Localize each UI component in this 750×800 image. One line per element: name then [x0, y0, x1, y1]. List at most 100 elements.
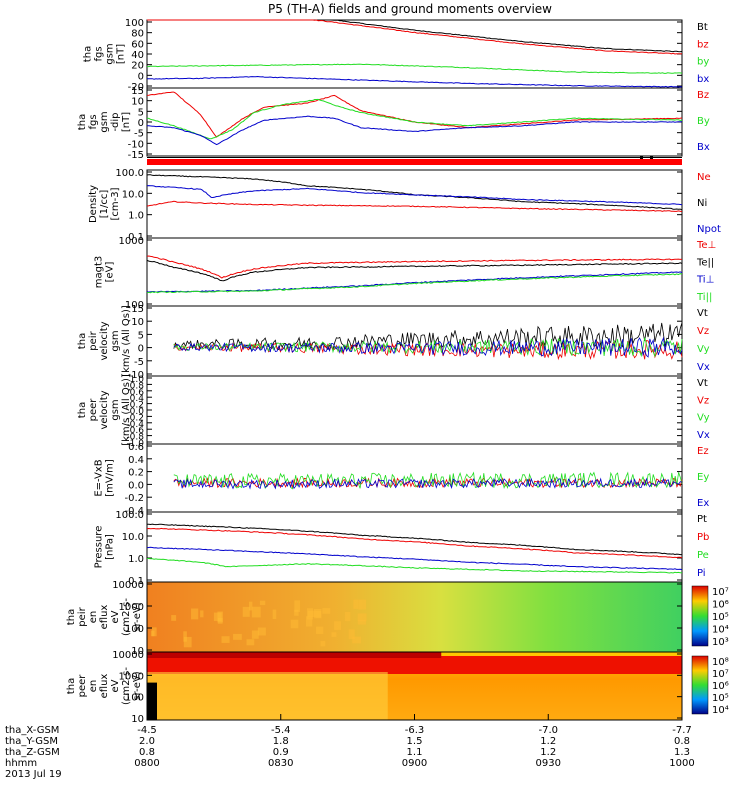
spectrogram-speckle: [257, 627, 266, 636]
spectrogram-speckle: [294, 600, 301, 612]
panel-frame: [146, 237, 683, 307]
y-axis-label-line: gsm: [105, 43, 116, 64]
ephemeris-label: tha_X-GSM: [5, 725, 59, 736]
spectrogram-speckle: [353, 599, 359, 609]
spectrogram-speckle: [233, 633, 242, 640]
y-tick-label: -1.0: [126, 439, 144, 449]
spectrogram-speckle: [290, 619, 299, 629]
series-line-Ti||: [146, 273, 683, 294]
legend-label-By: By: [697, 116, 710, 127]
ephemeris-label: 2013 Jul 19: [5, 769, 62, 780]
panel-7: E=-VxB[mV/m]: [94, 443, 683, 513]
spectrogram-speckle: [334, 621, 341, 630]
y-tick-label: -5: [134, 129, 144, 140]
series-line-bx: [147, 75, 683, 88]
spectrogram-speckle: [259, 600, 266, 606]
x-tick-label: 0930: [536, 758, 561, 769]
spectrogram-band-high: [147, 656, 682, 674]
z-gsm-value: 0.8: [139, 747, 155, 758]
y-tick-label: 100.0: [115, 510, 144, 521]
y-tick-label: 100: [125, 18, 144, 29]
y-axis-label-line: tha: [77, 333, 88, 349]
y-axis-label-line: Pressure: [94, 526, 105, 569]
y-tick-label: 1.0: [128, 554, 144, 565]
status-bar: [147, 159, 682, 165]
y-axis-label: magt3[eV]: [94, 256, 116, 289]
panel-4: magt3[eV]: [94, 237, 683, 307]
y-axis-label-line: velocity: [99, 390, 110, 429]
y-axis-label-line: [cm-3]: [110, 187, 121, 220]
series-line-Bx: [146, 115, 683, 146]
y-axis-label: thapeerenefluxeV(cm2-s-sr-eV): [66, 667, 143, 705]
series-line-Ex: [173, 477, 683, 490]
y-tick-label: 0.8: [130, 381, 145, 391]
y-tick-label: -10: [128, 370, 144, 381]
z-gsm-value: 1.2: [540, 747, 556, 758]
spectrogram-speckle: [320, 641, 326, 647]
legend-label-Bx: Bx: [697, 142, 710, 153]
series-line-By: [146, 98, 682, 140]
y-axis-label-line: peer: [77, 674, 88, 698]
y-tick-label: 0.2: [128, 468, 144, 479]
legend-label-Vx: Vx: [697, 430, 710, 441]
y-axis-label-line: [mV/m]: [105, 459, 116, 497]
colorbar-label: 10³: [712, 637, 729, 648]
y-axis-label-line: gsm: [110, 399, 121, 420]
panel-10: thapeerenefluxeV(cm2-s-sr-eV): [66, 651, 709, 721]
y-tick-label: 10: [131, 646, 144, 657]
panel-8: Pressure[nPa]: [94, 511, 683, 583]
colorbar-label: 10⁷: [712, 669, 729, 680]
y-gsm-value: 0.8: [674, 736, 690, 747]
spectrogram-speckle: [246, 639, 255, 646]
legend-label-Pe: Pe: [697, 550, 709, 561]
legend-label-bz: bz: [697, 39, 709, 50]
y-tick-label: -0.4: [126, 420, 144, 430]
y-tick-label: -20: [128, 82, 144, 93]
y-axis-label: thafgsgsm[nT]: [83, 43, 127, 64]
status-mark: [650, 156, 653, 159]
y-tick-label: 0.4: [130, 394, 145, 404]
panel-frame: [146, 443, 683, 513]
y-tick-label: 15: [131, 86, 144, 97]
series-line-Vt: [173, 322, 683, 351]
spectrogram-speckle: [251, 606, 261, 618]
y-tick-label: -0.4: [124, 506, 144, 517]
colorbar-label: 10⁷: [712, 587, 729, 598]
y-tick-label: 100: [125, 693, 144, 704]
series-line-Pi: [146, 546, 683, 571]
y-axis-label-line: -dip: [110, 112, 121, 131]
y-gsm-value: 1.5: [407, 736, 423, 747]
y-tick-label: -10: [128, 139, 144, 150]
spectrogram-speckle: [221, 636, 230, 643]
series-line-Te||: [146, 259, 683, 282]
y-axis-label-line: tha: [66, 678, 77, 694]
y-tick-label: -0.2: [126, 413, 144, 423]
y-axis-label-line: [eV]: [105, 262, 116, 283]
y-tick-label: 10000: [112, 650, 144, 661]
spectrogram-speckle: [358, 599, 367, 610]
panel-5: thapeirvelocitygsm[km/s (All Qs)]: [77, 305, 683, 377]
y-tick-label: 1000: [119, 236, 144, 247]
y-tick-label: 1000: [119, 671, 144, 682]
y-tick-label: 0.1: [128, 576, 144, 587]
spectrogram-ion: [147, 582, 682, 652]
y-axis-label-line: (cm2-s-: [121, 598, 132, 636]
status-bar-line: [147, 157, 682, 158]
spectrogram-speckle: [357, 613, 367, 622]
legend-label-Pb: Pb: [697, 532, 709, 543]
spectrogram-speckle: [191, 608, 199, 620]
panel-9: thapeirenefluxeV(cm2-s-sr-eV): [66, 581, 709, 653]
series-line-Ey: [173, 471, 683, 490]
spectrogram-speckle: [357, 620, 366, 625]
y-axis-label-line: Density: [88, 185, 99, 223]
spectrogram-speckle: [183, 636, 192, 648]
y-tick-label: 1.0: [130, 375, 145, 385]
legend-label-Bz: Bz: [697, 90, 709, 101]
y-tick-label: 60: [131, 39, 144, 50]
series-line-Ni: [146, 174, 683, 211]
legend-label-Vz: Vz: [697, 395, 709, 406]
legend-label-Bt: Bt: [697, 22, 708, 33]
legend-label-Vz: Vz: [697, 326, 709, 337]
series-line-Pt: [146, 523, 682, 556]
y-axis-label-line: E=-VxB: [94, 459, 105, 496]
